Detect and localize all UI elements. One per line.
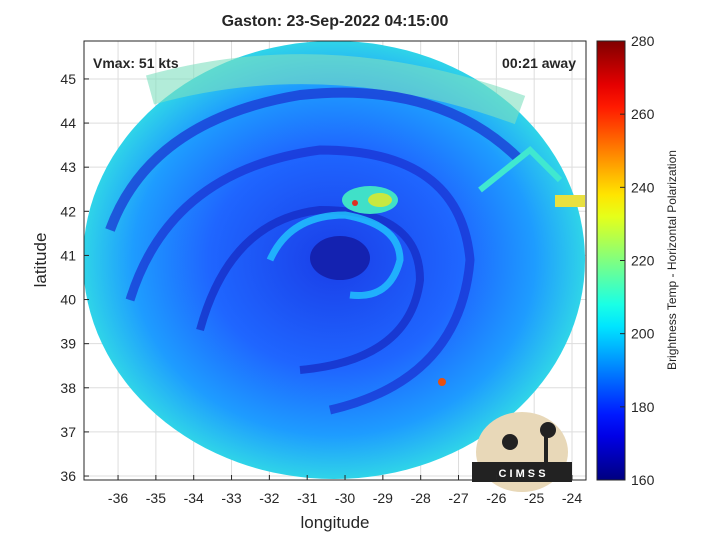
chart-title: Gaston: 23-Sep-2022 04:15:00 xyxy=(222,13,449,30)
y-tick-label: 45 xyxy=(60,71,76,87)
y-tick-label: 37 xyxy=(60,424,76,440)
logo-text: C I M S S xyxy=(498,468,545,480)
x-tick-label: -28 xyxy=(411,490,431,506)
colorbar-label: Brightness Temp - Horizontal Polarizatio… xyxy=(665,150,679,370)
y-tick-label: 44 xyxy=(60,115,76,131)
y-tick-label: 42 xyxy=(60,203,76,219)
x-tick-label: -34 xyxy=(184,490,204,506)
colorbar-tick-label: 220 xyxy=(631,253,655,269)
x-tick-label: -26 xyxy=(486,490,506,506)
y-tick-label: 39 xyxy=(60,336,76,352)
x-tick-label: -25 xyxy=(524,490,544,506)
annotation: 00:21 away xyxy=(502,55,576,71)
y-tick-label: 36 xyxy=(60,468,76,484)
y-tick-label: 41 xyxy=(60,247,76,263)
x-tick-label: -31 xyxy=(297,490,317,506)
colorbar-tick-label: 240 xyxy=(631,179,655,195)
x-tick-label: -35 xyxy=(146,490,166,506)
x-tick-label: -36 xyxy=(108,490,128,506)
colorbar-tick-label: 160 xyxy=(631,472,655,488)
y-tick-label: 40 xyxy=(60,292,76,308)
x-tick-label: -33 xyxy=(221,490,241,506)
colorbar-tick-label: 180 xyxy=(631,399,655,415)
y-tick-label: 43 xyxy=(60,159,76,175)
cimss-logo: C I M S S xyxy=(472,412,572,492)
x-tick-label: -32 xyxy=(259,490,279,506)
x-tick-label: -29 xyxy=(373,490,393,506)
satellite-image xyxy=(84,41,585,479)
colorbar-tick-label: 260 xyxy=(631,106,655,122)
x-axis-label: longitude xyxy=(300,513,369,532)
colorbar-tick-label: 200 xyxy=(631,326,655,342)
annotation: Vmax: 51 kts xyxy=(93,55,179,71)
x-tick-label: -24 xyxy=(562,490,582,506)
x-tick-label: -27 xyxy=(448,490,468,506)
colorbar-tick-label: 280 xyxy=(631,33,655,49)
y-tick-label: 38 xyxy=(60,380,76,396)
y-axis-label: latitude xyxy=(31,233,50,288)
x-tick-label: -30 xyxy=(335,490,355,506)
plot-frame xyxy=(83,40,587,481)
